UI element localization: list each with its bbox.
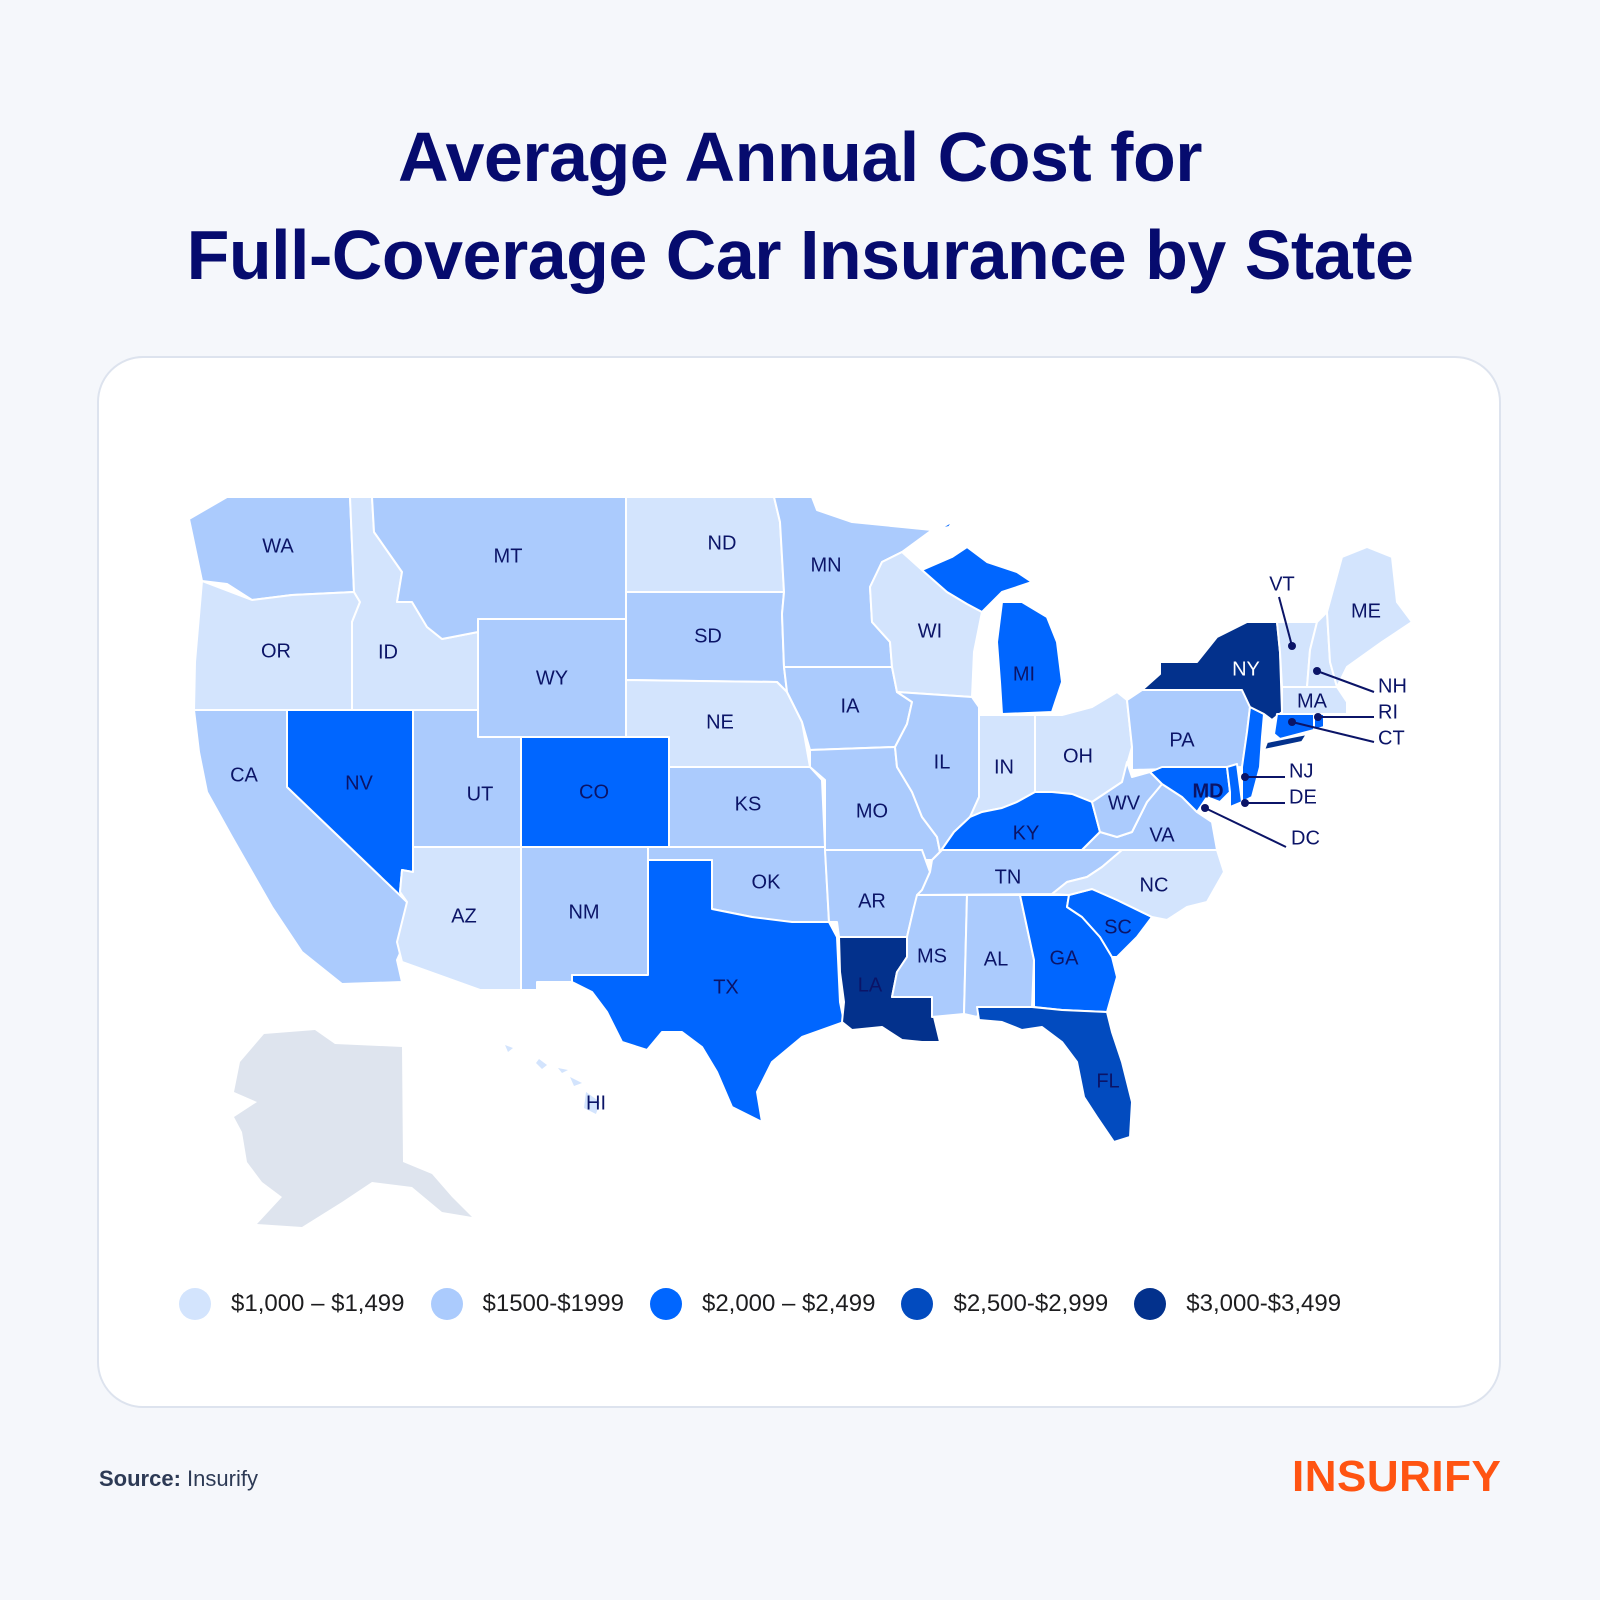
label-MI: MI bbox=[1013, 663, 1035, 685]
label-CT: CT bbox=[1378, 727, 1405, 749]
title-line-2: Full-Coverage Car Insurance by State bbox=[186, 216, 1414, 294]
legend-label-tier1: $1,000 – $1,499 bbox=[231, 1290, 405, 1317]
label-IN: IN bbox=[994, 756, 1014, 778]
label-NV: NV bbox=[345, 772, 373, 794]
label-WA: WA bbox=[262, 535, 294, 557]
label-MN: MN bbox=[810, 554, 841, 576]
label-ND: ND bbox=[708, 532, 737, 554]
label-DE: DE bbox=[1289, 786, 1317, 808]
label-MT: MT bbox=[494, 545, 523, 567]
state-MD bbox=[1149, 766, 1231, 813]
legend-swatch-tier5 bbox=[1134, 1288, 1167, 1320]
label-CO: CO bbox=[579, 781, 609, 803]
us-choropleth-map: WA OR CA NV ID MT WY UT AZ CO NM ND SD N… bbox=[99, 358, 1503, 1258]
legend-label-tier3: $2,000 – $2,499 bbox=[701, 1290, 876, 1317]
label-UT: UT bbox=[467, 783, 494, 805]
legend-label-tier4: $2,500-$2,999 bbox=[953, 1290, 1109, 1317]
legend-swatch-tier3 bbox=[649, 1288, 682, 1320]
label-IL: IL bbox=[934, 751, 951, 773]
label-MD: MD bbox=[1192, 780, 1223, 802]
label-KS: KS bbox=[735, 793, 762, 815]
label-KY: KY bbox=[1013, 822, 1040, 844]
state-ME bbox=[1326, 546, 1413, 688]
state-HI bbox=[505, 1045, 600, 1114]
legend-swatch-tier4 bbox=[901, 1288, 934, 1320]
label-OH: OH bbox=[1063, 745, 1093, 767]
label-WV: WV bbox=[1108, 792, 1141, 814]
leader-DC bbox=[1204, 807, 1287, 848]
source-note: Source: Insurify bbox=[99, 1466, 258, 1492]
marker-VT bbox=[1288, 642, 1296, 650]
label-OR: OR bbox=[261, 640, 291, 662]
label-SC: SC bbox=[1104, 916, 1132, 938]
source-value: Insurify bbox=[187, 1466, 258, 1491]
label-LA: LA bbox=[858, 974, 883, 996]
label-WI: WI bbox=[918, 620, 942, 642]
label-MO: MO bbox=[856, 800, 888, 822]
legend-label-tier2: $1500-$1999 bbox=[482, 1290, 624, 1317]
map-card: WA OR CA NV ID MT WY UT AZ CO NM ND SD N… bbox=[97, 356, 1501, 1408]
legend-item-tier3: $2,000 – $2,499 bbox=[649, 1288, 876, 1320]
state-WI bbox=[869, 551, 983, 698]
label-CA: CA bbox=[230, 764, 258, 786]
label-PA: PA bbox=[1169, 729, 1195, 751]
legend-swatch-tier2 bbox=[430, 1288, 463, 1320]
legend-item-tier5: $3,000-$3,499 bbox=[1134, 1288, 1341, 1320]
insurify-logo: INSURIFY bbox=[1292, 1452, 1502, 1501]
label-HI: HI bbox=[586, 1092, 606, 1114]
label-NY: NY bbox=[1232, 658, 1260, 680]
legend-item-tier2: $1500-$1999 bbox=[430, 1288, 624, 1320]
state-MI-islands bbox=[938, 520, 954, 530]
label-DC: DC bbox=[1291, 827, 1320, 849]
label-SD: SD bbox=[694, 625, 722, 647]
state-TX bbox=[571, 859, 845, 1123]
legend-item-tier1: $1,000 – $1,499 bbox=[179, 1288, 405, 1320]
label-ME: ME bbox=[1351, 600, 1381, 622]
label-WY: WY bbox=[536, 667, 568, 689]
label-AR: AR bbox=[858, 890, 886, 912]
legend-item-tier4: $2,500-$2,999 bbox=[901, 1288, 1108, 1320]
label-FL: FL bbox=[1096, 1070, 1119, 1092]
legend-label-tier5: $3,000-$3,499 bbox=[1186, 1290, 1342, 1317]
legend-swatch-tier1 bbox=[179, 1288, 211, 1320]
state-DE bbox=[1226, 763, 1243, 808]
state-NY-longisland bbox=[1263, 733, 1308, 751]
label-MS: MS bbox=[917, 945, 947, 967]
label-AL: AL bbox=[984, 948, 1008, 970]
state-MI bbox=[921, 546, 1063, 715]
leader-NH bbox=[1316, 670, 1375, 693]
state-AK bbox=[234, 1030, 472, 1227]
state-ND bbox=[625, 496, 785, 593]
label-NH: NH bbox=[1378, 675, 1407, 697]
map-legend: $1,000 – $1,499 $1500-$1999 $2,000 – $2,… bbox=[179, 1288, 1367, 1320]
label-GA: GA bbox=[1050, 947, 1080, 969]
leader-CT bbox=[1291, 721, 1375, 743]
label-OK: OK bbox=[752, 871, 782, 893]
label-AZ: AZ bbox=[451, 905, 477, 927]
label-NJ: NJ bbox=[1289, 760, 1313, 782]
state-KS bbox=[668, 766, 826, 848]
title-line-1: Average Annual Cost for bbox=[398, 118, 1203, 196]
leader-VT bbox=[1278, 596, 1293, 647]
state-NC bbox=[1051, 849, 1225, 921]
label-TX: TX bbox=[713, 976, 739, 998]
state-FL bbox=[976, 1006, 1133, 1143]
label-MA: MA bbox=[1297, 690, 1328, 712]
state-WV bbox=[1091, 761, 1163, 838]
page-title: Average Annual Cost for Full-Coverage Ca… bbox=[0, 108, 1600, 304]
label-VT: VT bbox=[1269, 573, 1295, 595]
label-RI: RI bbox=[1378, 701, 1398, 723]
label-VA: VA bbox=[1149, 824, 1175, 846]
label-NM: NM bbox=[568, 901, 599, 923]
state-CT bbox=[1273, 713, 1315, 740]
label-NC: NC bbox=[1140, 874, 1169, 896]
label-NE: NE bbox=[706, 711, 734, 733]
source-label: Source: bbox=[99, 1466, 181, 1491]
label-ID: ID bbox=[378, 641, 398, 663]
label-TN: TN bbox=[995, 866, 1022, 888]
label-IA: IA bbox=[841, 695, 861, 717]
